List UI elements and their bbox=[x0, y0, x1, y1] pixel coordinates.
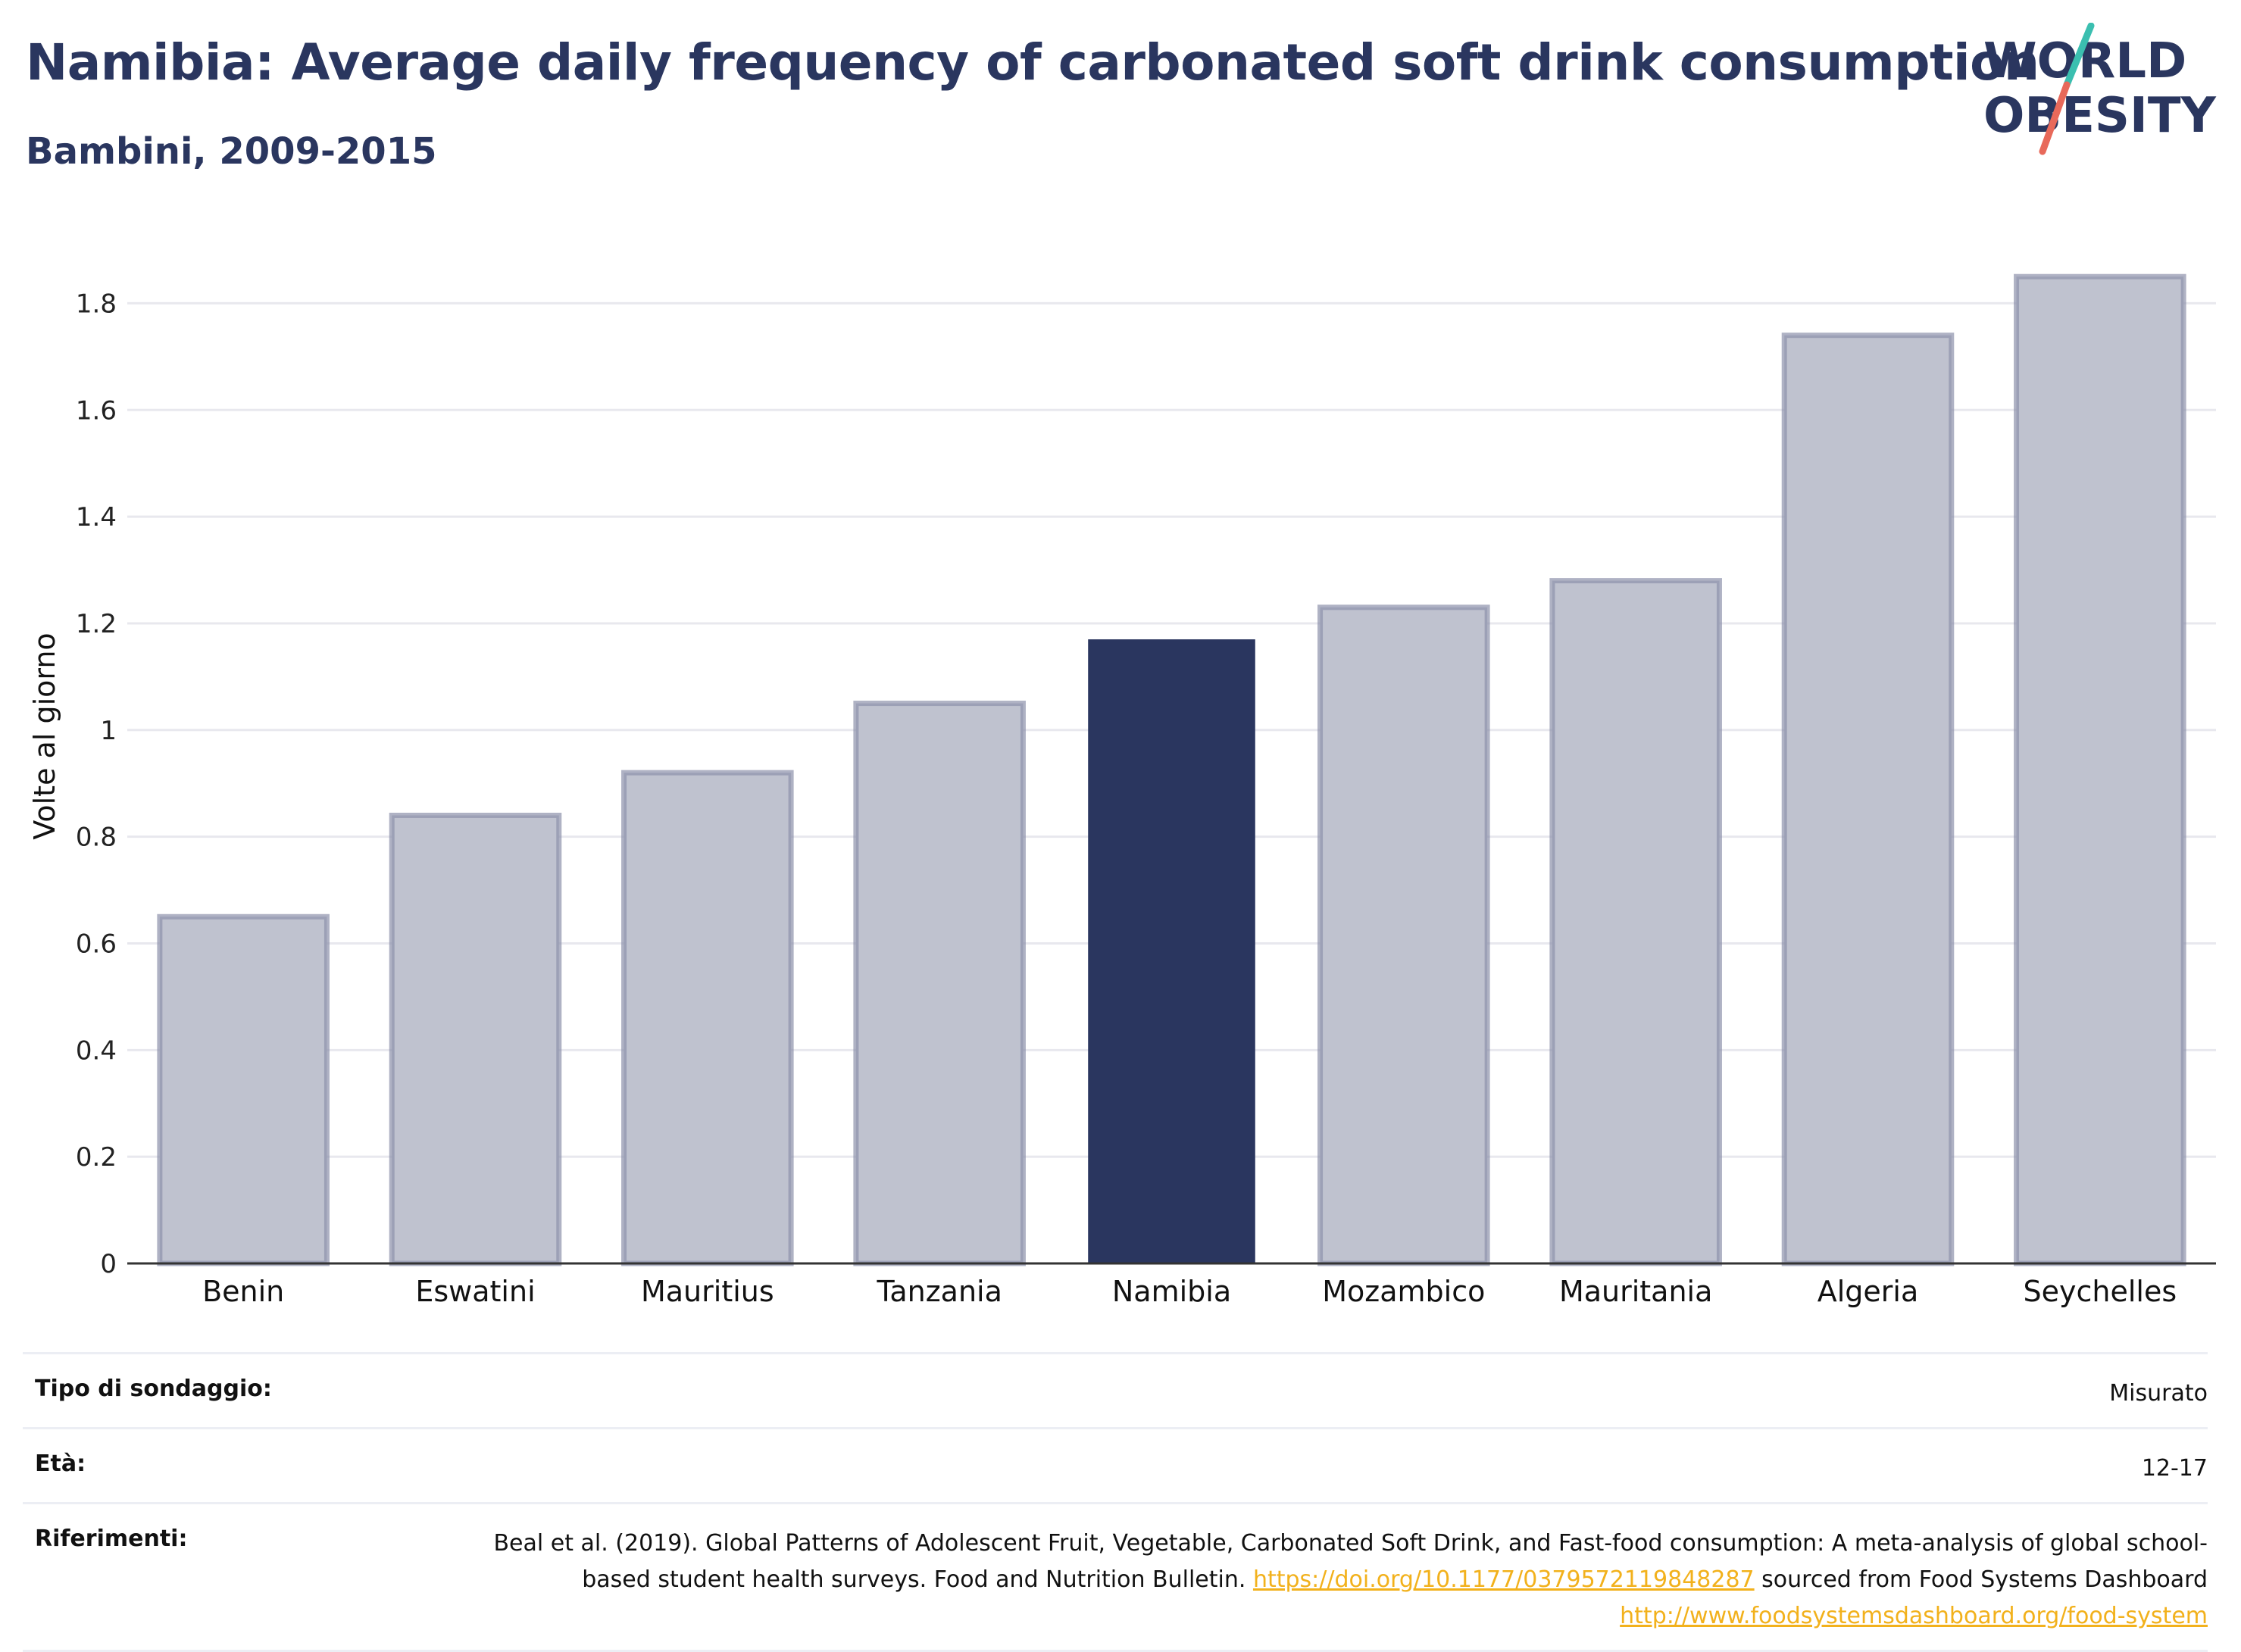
bar-chart: 0 0.2 0.4 0.6 0.8 1 1.2 1.4 1.6 1.8 Benin Eswatini… bbox=[28, 273, 2216, 1308]
y-tick-label: 1.6 bbox=[76, 395, 117, 426]
references-value: Beal et al. (2019). Global Patterns of A… bbox=[465, 1526, 2208, 1635]
world-obesity-logo: WORLD OBESITY bbox=[1983, 23, 2216, 155]
logo-word-obesity: OBESITY bbox=[1983, 88, 2216, 144]
info-table: Tipo di sondaggio: Misurato Età: 12-17 R… bbox=[23, 1352, 2208, 1652]
dashboard-link[interactable]: http://www.foodsystemsdashboard.org/food… bbox=[1620, 1603, 2208, 1629]
bar-mozambico bbox=[1317, 604, 1490, 1266]
y-tick-label: 0.2 bbox=[76, 1142, 117, 1173]
chart-title: Namibia: Average daily frequency of carb… bbox=[26, 33, 2039, 92]
references-row: Riferimenti: Beal et al. (2019). Global … bbox=[23, 1502, 2208, 1652]
reference-citation: Beal et al. (2019). Global Patterns of A… bbox=[493, 1530, 2208, 1593]
age-value: 12-17 bbox=[2141, 1455, 2208, 1482]
survey-type-row: Tipo di sondaggio: Misurato bbox=[23, 1352, 2208, 1427]
reference-source: sourced from Food Systems Dashboard bbox=[1761, 1566, 2208, 1593]
bar-mauritius bbox=[621, 770, 794, 1266]
bar-namibia bbox=[1088, 639, 1255, 1263]
x-tick-label: Namibia bbox=[1112, 1275, 1231, 1308]
logo-slash-coral bbox=[2039, 81, 2071, 155]
y-tick-label: 1.2 bbox=[76, 609, 117, 639]
bar-seychelles bbox=[2014, 273, 2186, 1266]
x-tick-label: Benin bbox=[202, 1275, 284, 1308]
x-tick-label: Eswatini bbox=[415, 1275, 535, 1308]
doi-link[interactable]: https://doi.org/10.1177/0379572119848287 bbox=[1252, 1566, 1755, 1593]
bar-mauritania bbox=[1549, 578, 1722, 1266]
x-category-labels: Benin Eswatini Mauritius Tanzania Namibia Moz… bbox=[202, 1275, 2177, 1308]
logo-slash-teal bbox=[2063, 23, 2095, 89]
bar-benin bbox=[157, 913, 330, 1266]
bar-tanzania bbox=[853, 701, 1026, 1266]
y-tick-label: 1.4 bbox=[76, 502, 117, 532]
age-row: Età: 12-17 bbox=[23, 1427, 2208, 1502]
y-tick-label: 0.4 bbox=[76, 1035, 117, 1066]
y-tick-label: 1 bbox=[100, 716, 117, 746]
x-tick-label: Mozambico bbox=[1322, 1275, 1485, 1308]
x-tick-label: Seychelles bbox=[2024, 1275, 2177, 1308]
survey-type-label: Tipo di sondaggio: bbox=[35, 1376, 272, 1402]
survey-type-value: Misurato bbox=[2109, 1380, 2208, 1407]
age-label: Età: bbox=[35, 1451, 86, 1477]
bar-eswatini bbox=[389, 812, 562, 1266]
chart-subtitle: Bambini, 2009-2015 bbox=[26, 130, 437, 173]
y-tick-label: 0.8 bbox=[76, 823, 117, 853]
y-tick-label: 0.6 bbox=[76, 929, 117, 959]
bar-algeria bbox=[1781, 333, 1955, 1266]
x-tick-label: Algeria bbox=[1817, 1275, 1919, 1308]
y-tick-label: 1.8 bbox=[76, 289, 117, 319]
x-tick-label: Tanzania bbox=[876, 1275, 1002, 1308]
bars bbox=[157, 273, 2186, 1266]
x-tick-label: Mauritius bbox=[641, 1275, 774, 1308]
references-label: Riferimenti: bbox=[35, 1526, 188, 1552]
x-tick-label: Mauritania bbox=[1559, 1275, 1712, 1308]
y-tick-labels: 0 0.2 0.4 0.6 0.8 1 1.2 1.4 1.6 1.8 bbox=[76, 289, 117, 1279]
y-tick-label: 0 bbox=[100, 1249, 117, 1279]
y-axis-title: Volte al giorno bbox=[28, 632, 61, 839]
